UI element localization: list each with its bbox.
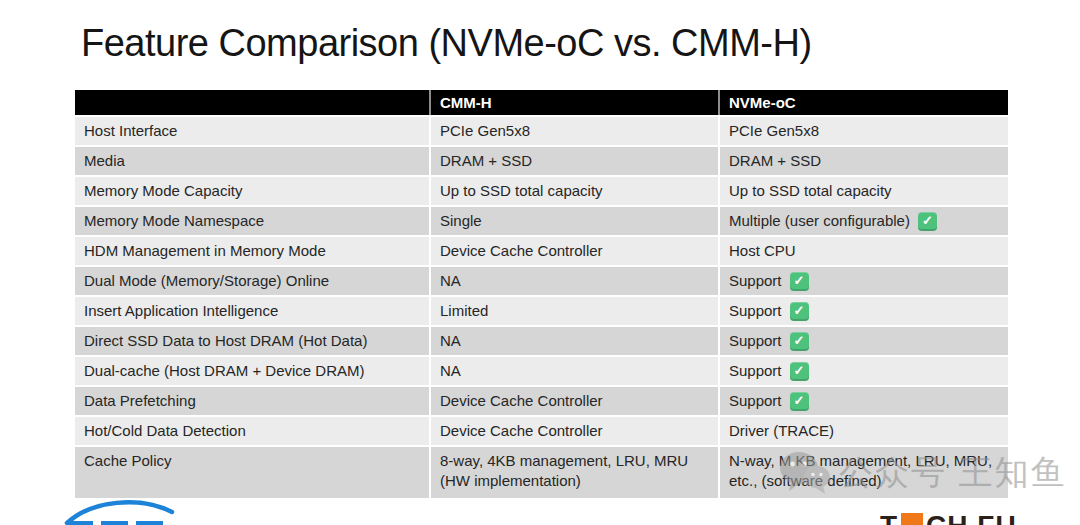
- check-icon: ✓: [790, 332, 809, 351]
- tech-logo-orange-block: [901, 513, 923, 525]
- check-icon: ✓: [790, 392, 809, 411]
- feature-cell: Host Interface: [75, 117, 431, 145]
- nvme-oc-cell: Support ✓: [720, 267, 1008, 295]
- feature-cell: HDM Management in Memory Mode: [75, 237, 431, 265]
- comparison-table: CMM-H NVMe-oC Host Interface PCIe Gen5x8…: [75, 90, 1008, 498]
- cell-text: PCIe Gen5x8: [729, 121, 819, 141]
- cell-text: Driver (TRACE): [729, 421, 834, 441]
- table-row: Data Prefetching Device Cache Controller…: [75, 387, 1008, 417]
- cell-text: Support: [729, 271, 782, 291]
- cell-text: Up to SSD total capacity: [729, 181, 892, 201]
- check-icon: ✓: [790, 302, 809, 321]
- cmm-h-cell: Device Cache Controller: [431, 387, 720, 415]
- fms-logo: [64, 499, 179, 525]
- cell-text: Support: [729, 361, 782, 381]
- cmm-h-cell: NA: [431, 267, 720, 295]
- nvme-oc-cell: Host CPU: [720, 237, 1008, 265]
- header-feature: [75, 90, 431, 115]
- tech-logo-letters: CH FU: [926, 510, 1017, 525]
- nvme-oc-cell: Support ✓: [720, 297, 1008, 325]
- nvme-oc-cell: Support ✓: [720, 387, 1008, 415]
- feature-cell: Memory Mode Namespace: [75, 207, 431, 235]
- table-row: Cache Policy 8-way, 4KB management, LRU,…: [75, 447, 1008, 498]
- cmm-h-cell: NA: [431, 327, 720, 355]
- nvme-oc-cell: N-way, M KB management, LRU, MRU, etc., …: [720, 447, 1008, 498]
- cell-text: Support: [729, 301, 782, 321]
- cmm-h-cell: DRAM + SSD: [431, 147, 720, 175]
- feature-cell: Dual-cache (Host DRAM + Device DRAM): [75, 357, 431, 385]
- header-nvme-oc: NVMe-oC: [720, 90, 1008, 115]
- cmm-h-cell: 8-way, 4KB management, LRU, MRU (HW impl…: [431, 447, 720, 498]
- cell-text: Host CPU: [729, 241, 796, 261]
- header-cmm-h: CMM-H: [431, 90, 720, 115]
- tech-logo-letter: T: [880, 510, 898, 525]
- feature-cell: Dual Mode (Memory/Storage) Online: [75, 267, 431, 295]
- cell-text: Support: [729, 331, 782, 351]
- page-title: Feature Comparison (NVMe-oC vs. CMM-H): [81, 22, 812, 65]
- cell-text: Multiple (user configurable): [729, 211, 910, 231]
- table-header-row: CMM-H NVMe-oC: [75, 90, 1008, 117]
- cmm-h-cell: Device Cache Controller: [431, 237, 720, 265]
- cmm-h-cell: Device Cache Controller: [431, 417, 720, 445]
- nvme-oc-cell: DRAM + SSD: [720, 147, 1008, 175]
- check-icon: ✓: [790, 362, 809, 381]
- table-row: Media DRAM + SSD DRAM + SSD: [75, 147, 1008, 177]
- cell-text: Support: [729, 391, 782, 411]
- feature-cell: Memory Mode Capacity: [75, 177, 431, 205]
- feature-cell: Insert Application Intelligence: [75, 297, 431, 325]
- nvme-oc-cell: Support ✓: [720, 357, 1008, 385]
- table-row: HDM Management in Memory Mode Device Cac…: [75, 237, 1008, 267]
- nvme-oc-cell: Support ✓: [720, 327, 1008, 355]
- table-row: Memory Mode Namespace Single Multiple (u…: [75, 207, 1008, 237]
- feature-cell: Cache Policy: [75, 447, 431, 498]
- table-row: Hot/Cold Data Detection Device Cache Con…: [75, 417, 1008, 447]
- cmm-h-cell: Single: [431, 207, 720, 235]
- nvme-oc-cell: Up to SSD total capacity: [720, 177, 1008, 205]
- nvme-oc-cell: Multiple (user configurable) ✓: [720, 207, 1008, 235]
- cmm-h-cell: Up to SSD total capacity: [431, 177, 720, 205]
- check-icon: ✓: [790, 272, 809, 291]
- cell-text: DRAM + SSD: [729, 151, 821, 171]
- table-row: Direct SSD Data to Host DRAM (Hot Data) …: [75, 327, 1008, 357]
- cell-text: N-way, M KB management, LRU, MRU, etc., …: [729, 451, 1000, 492]
- check-icon: ✓: [918, 212, 937, 231]
- table-row: Memory Mode Capacity Up to SSD total cap…: [75, 177, 1008, 207]
- cmm-h-cell: Limited: [431, 297, 720, 325]
- feature-cell: Direct SSD Data to Host DRAM (Hot Data): [75, 327, 431, 355]
- table-row: Dual Mode (Memory/Storage) Online NA Sup…: [75, 267, 1008, 297]
- feature-cell: Media: [75, 147, 431, 175]
- table-row: Insert Application Intelligence Limited …: [75, 297, 1008, 327]
- table-row: Host Interface PCIe Gen5x8 PCIe Gen5x8: [75, 117, 1008, 147]
- nvme-oc-cell: PCIe Gen5x8: [720, 117, 1008, 145]
- nvme-oc-cell: Driver (TRACE): [720, 417, 1008, 445]
- table-row: Dual-cache (Host DRAM + Device DRAM) NA …: [75, 357, 1008, 387]
- tech-logo: T CH FU: [880, 510, 1017, 525]
- feature-cell: Hot/Cold Data Detection: [75, 417, 431, 445]
- feature-cell: Data Prefetching: [75, 387, 431, 415]
- cmm-h-cell: NA: [431, 357, 720, 385]
- cmm-h-cell: PCIe Gen5x8: [431, 117, 720, 145]
